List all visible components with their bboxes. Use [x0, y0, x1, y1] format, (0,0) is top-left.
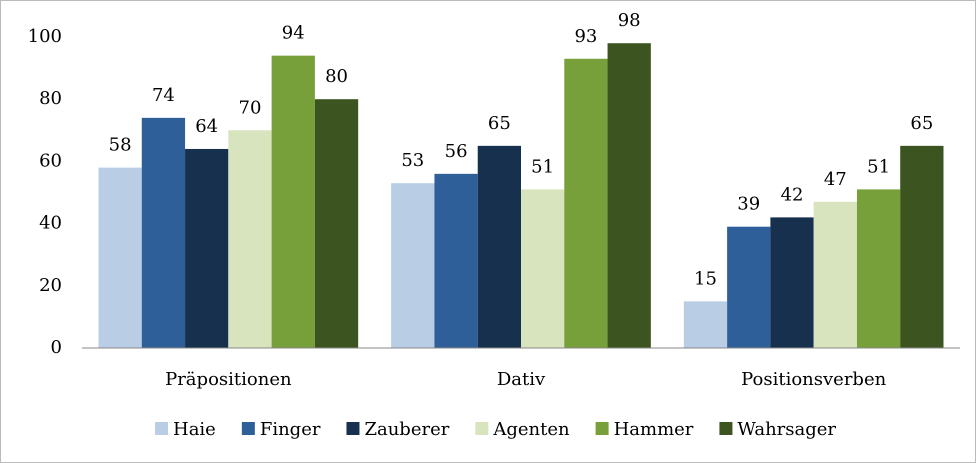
- value-label: 56: [445, 141, 468, 162]
- value-label: 74: [152, 85, 175, 106]
- legend-swatch: [475, 422, 489, 435]
- bar: [770, 217, 814, 348]
- value-label: 94: [282, 23, 305, 44]
- value-label: 51: [531, 156, 554, 177]
- value-label: 80: [325, 66, 348, 87]
- legend-label: Zauberer: [364, 419, 449, 440]
- value-label: 64: [195, 116, 218, 137]
- bar: [477, 145, 521, 348]
- bar: [314, 99, 359, 348]
- legend-label: Haie: [173, 419, 216, 440]
- value-label: 53: [401, 150, 424, 171]
- legend-swatch: [595, 422, 609, 435]
- value-label: 70: [239, 97, 262, 118]
- bar: [521, 189, 565, 348]
- bar: [683, 301, 728, 348]
- y-tick-label: 60: [39, 150, 62, 171]
- bar: [141, 117, 186, 348]
- value-label: 51: [867, 156, 890, 177]
- y-tick-label: 100: [28, 26, 62, 47]
- value-label: 65: [488, 113, 511, 134]
- bar: [185, 148, 229, 348]
- bar: [813, 201, 857, 348]
- x-tick-label: Positionsverben: [741, 369, 886, 390]
- bar: [98, 167, 142, 348]
- bar: [607, 43, 651, 348]
- y-tick-label: 80: [39, 88, 62, 109]
- bar: [228, 130, 272, 348]
- legend-label: Wahrsager: [737, 419, 836, 440]
- legend-label: Hammer: [614, 419, 694, 440]
- bar: [391, 183, 435, 348]
- y-tick-label: 20: [39, 275, 62, 296]
- value-label: 42: [781, 184, 804, 205]
- x-tick-label: Präpositionen: [165, 369, 292, 390]
- value-label: 98: [618, 10, 641, 31]
- value-label: 93: [574, 26, 597, 47]
- value-label: 58: [109, 135, 132, 156]
- bar: [271, 55, 315, 348]
- value-label: 65: [910, 113, 933, 134]
- y-tick-label: 0: [51, 337, 62, 358]
- y-tick-label: 40: [39, 213, 62, 234]
- value-label: 47: [824, 169, 847, 190]
- legend-label: Agenten: [492, 419, 570, 440]
- bar: [564, 58, 608, 349]
- legend-swatch: [241, 422, 255, 435]
- bar: [856, 189, 901, 348]
- legend-label: Finger: [260, 419, 321, 440]
- legend-swatch: [719, 422, 733, 435]
- bar: [434, 173, 478, 348]
- value-label: 39: [737, 194, 760, 215]
- value-label: 15: [694, 268, 717, 289]
- legend-swatch: [155, 422, 168, 435]
- legend-swatch: [346, 422, 360, 435]
- bar: [727, 226, 771, 348]
- bar: [900, 145, 944, 348]
- x-tick-label: Dativ: [497, 369, 546, 390]
